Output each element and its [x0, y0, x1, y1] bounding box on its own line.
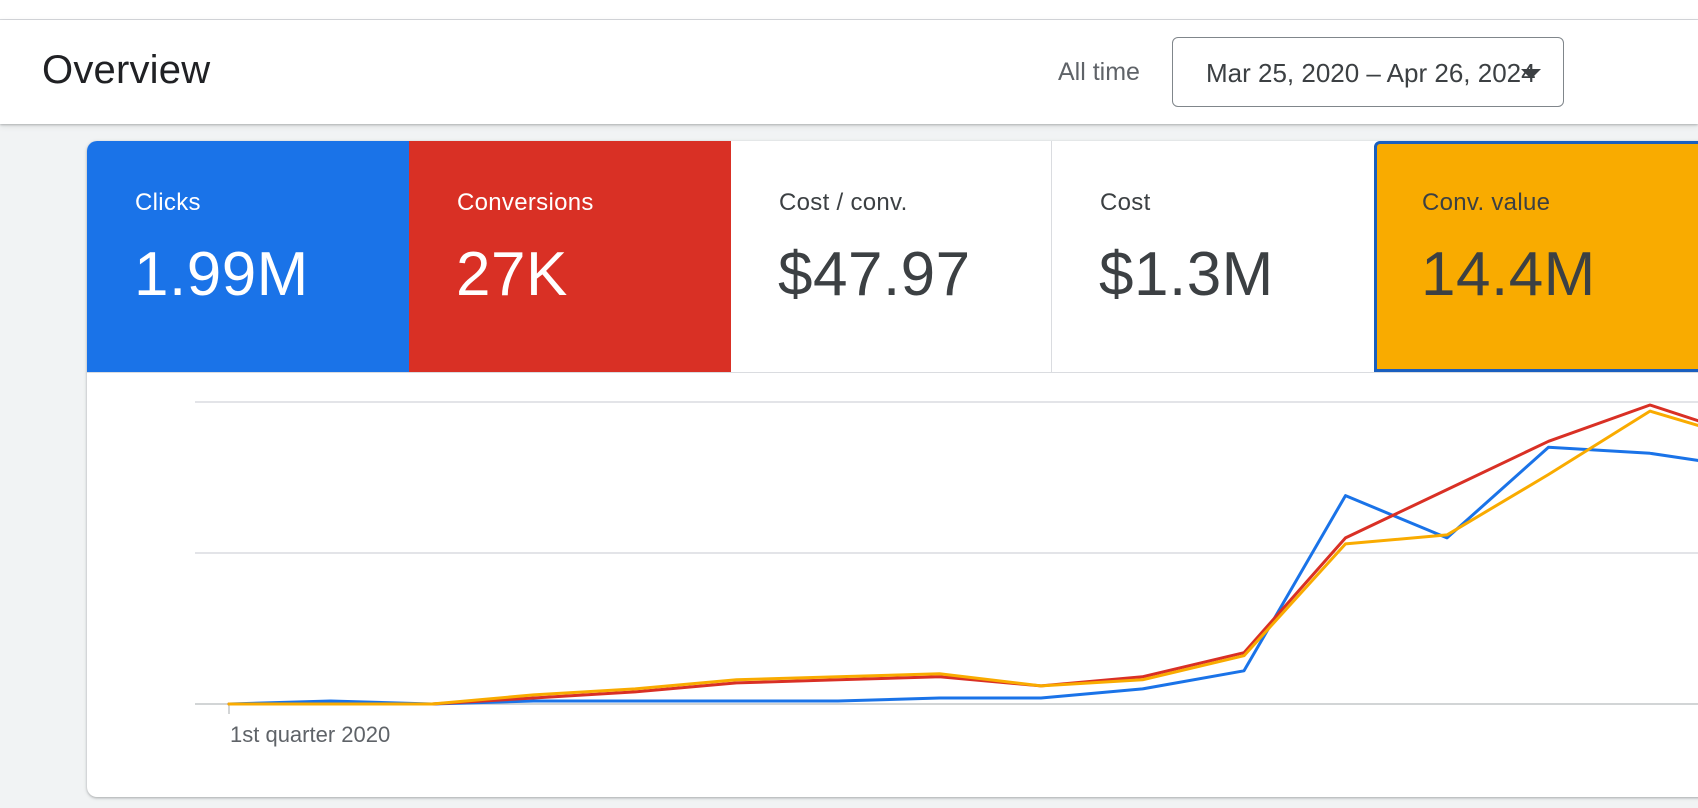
metric-tile-conv-value[interactable]: Conv. value 14.4M: [1374, 141, 1698, 372]
date-range-picker[interactable]: Mar 25, 2020 – Apr 26, 2024: [1172, 37, 1564, 107]
metric-value: $47.97: [778, 240, 971, 309]
date-range-preset-label: All time: [1058, 58, 1140, 86]
metric-tile-clicks[interactable]: Clicks 1.99M: [87, 141, 409, 372]
metric-label: Clicks: [135, 189, 201, 216]
top-strip: [0, 0, 1698, 20]
date-range-text: Mar 25, 2020 – Apr 26, 2024: [1206, 58, 1536, 88]
metric-tiles: Clicks 1.99M Conversions 27K Cost / conv…: [87, 141, 1698, 373]
metric-tile-conversions[interactable]: Conversions 27K: [409, 141, 731, 372]
performance-card: Clicks 1.99M Conversions 27K Cost / conv…: [87, 141, 1698, 797]
metric-label: Conversions: [457, 189, 594, 216]
metric-tile-cost-per-conversion[interactable]: Cost / conv. $47.97: [731, 141, 1052, 372]
dropdown-arrow-icon: [1521, 69, 1541, 79]
metric-value: 14.4M: [1421, 240, 1596, 309]
metric-value: $1.3M: [1099, 240, 1274, 309]
metric-label: Cost: [1100, 189, 1151, 216]
overview-header: Overview All time Mar 25, 2020 – Apr 26,…: [0, 20, 1698, 124]
performance-chart: 1st quarter 2020: [87, 373, 1698, 797]
series-line-conversions: [227, 403, 1698, 706]
series-line-conv_value: [227, 409, 1698, 706]
metric-value: 27K: [456, 240, 568, 309]
series-line-clicks: [227, 445, 1698, 706]
metric-label: Cost / conv.: [779, 189, 908, 216]
page-title: Overview: [42, 48, 211, 92]
metric-value: 1.99M: [134, 240, 309, 309]
line-chart: 1st quarter 2020: [195, 401, 1698, 747]
metric-tile-cost[interactable]: Cost $1.3M: [1052, 141, 1374, 372]
x-tick-label: 1st quarter 2020: [230, 722, 390, 747]
metric-label: Conv. value: [1422, 189, 1551, 216]
